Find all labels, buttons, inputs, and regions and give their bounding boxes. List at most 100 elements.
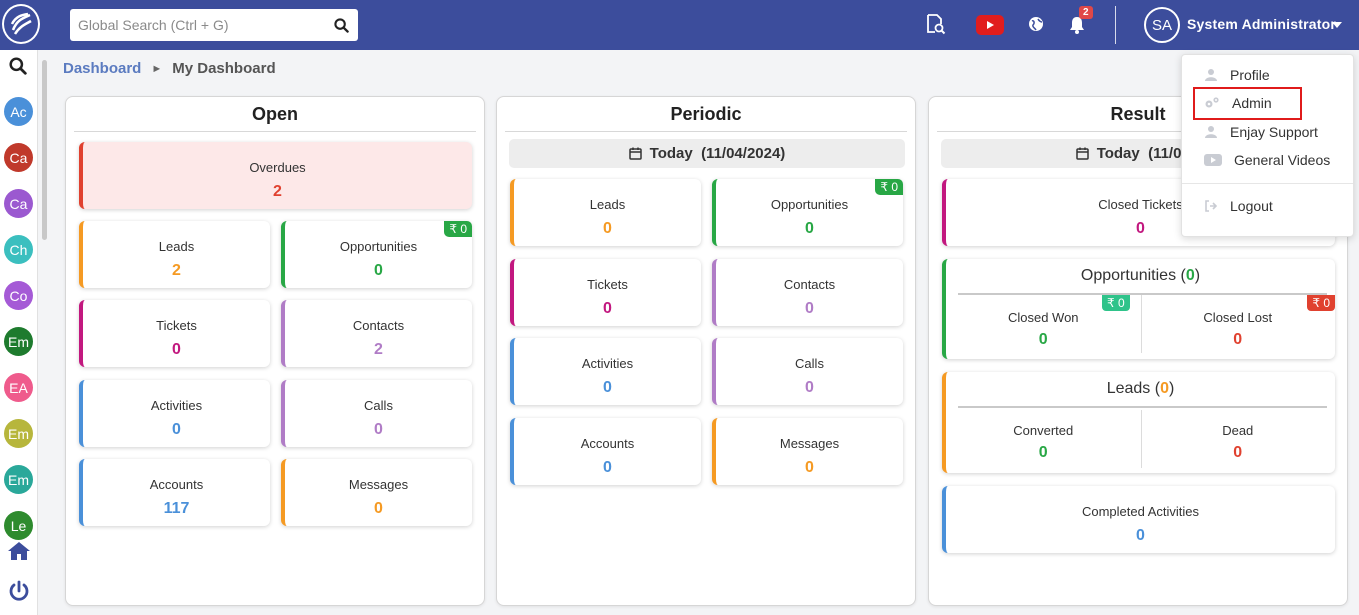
closed-won-label: Closed Won — [1007, 310, 1079, 325]
document-search-icon[interactable] — [925, 13, 947, 35]
youtube-icon[interactable] — [976, 15, 1004, 35]
open-panel: Open Overdues 2 Leads 2 ₹ 0 Opportunitie… — [65, 96, 485, 606]
completed-activities-card[interactable]: Completed Activities 0 — [942, 486, 1335, 553]
rail-module-avatar[interactable]: Ca — [4, 143, 33, 172]
user-menu-toggle[interactable]: System Administrator — [1187, 16, 1336, 32]
breadcrumb-current: My Dashboard — [172, 60, 276, 77]
periodic-tickets-label: Tickets — [587, 277, 628, 292]
open-accounts-value: 117 — [163, 500, 190, 517]
completed-activities-value: 0 — [1136, 527, 1145, 544]
periodic-date-filter[interactable]: Today (11/04/2024) — [509, 139, 905, 168]
result-leads-card[interactable]: Leads (0) Converted 0 Dead 0 — [942, 372, 1335, 473]
periodic-activities-value: 0 — [603, 379, 612, 396]
overdues-label: Overdues — [249, 160, 306, 175]
rail-module-avatar[interactable]: Em — [4, 465, 33, 494]
periodic-panel-title: Periodic — [670, 104, 742, 124]
bell-icon[interactable] — [1069, 16, 1085, 34]
rail-search-icon[interactable] — [9, 57, 27, 80]
column-divider — [1140, 295, 1142, 353]
calendar-icon — [628, 147, 642, 160]
admin-highlight-box — [1193, 87, 1302, 120]
global-search-input[interactable] — [78, 17, 332, 33]
periodic-leads-value: 0 — [603, 220, 612, 237]
open-activities-card[interactable]: Activities 0 — [79, 380, 270, 447]
rail-module-avatar[interactable]: EA — [4, 373, 33, 402]
panel-divider — [74, 131, 476, 132]
closed-tickets-label: Closed Tickets — [1098, 197, 1183, 212]
periodic-accounts-value: 0 — [603, 459, 612, 476]
periodic-accounts-label: Accounts — [580, 436, 635, 451]
closed-won-value: 0 — [1038, 331, 1048, 348]
menu-item-profile[interactable]: Profile — [1204, 67, 1270, 83]
search-icon[interactable] — [332, 16, 350, 34]
rail-module-avatar[interactable]: Ca — [4, 189, 33, 218]
periodic-contacts-value: 0 — [805, 300, 814, 317]
periodic-messages-label: Messages — [779, 436, 840, 451]
periodic-messages-value: 0 — [805, 459, 814, 476]
open-tickets-card[interactable]: Tickets 0 — [79, 300, 270, 367]
open-opportunities-amount-badge: ₹ 0 — [444, 221, 472, 237]
open-leads-card[interactable]: Leads 2 — [79, 221, 270, 288]
open-calls-label: Calls — [364, 398, 393, 413]
periodic-accounts-card[interactable]: Accounts 0 — [510, 418, 701, 485]
periodic-messages-card[interactable]: Messages 0 — [712, 418, 903, 485]
periodic-activities-card[interactable]: Activities 0 — [510, 338, 701, 405]
rail-module-avatar[interactable]: Em — [4, 327, 33, 356]
power-icon[interactable] — [8, 580, 30, 607]
menu-item-enjay-support[interactable]: Enjay Support — [1204, 124, 1318, 140]
app-logo-icon[interactable] — [2, 4, 40, 44]
open-leads-label: Leads — [158, 239, 195, 254]
closed-lost-column[interactable]: Closed Lost 0 — [1141, 310, 1336, 349]
video-icon — [1204, 154, 1222, 166]
menu-item-admin[interactable]: Admin — [1204, 95, 1272, 111]
open-contacts-card[interactable]: Contacts 2 — [281, 300, 472, 367]
periodic-contacts-card[interactable]: Contacts 0 — [712, 259, 903, 326]
rail-scrollbar[interactable] — [42, 60, 47, 240]
open-activities-label: Activities — [150, 398, 203, 413]
rail-module-avatar[interactable]: Co — [4, 281, 33, 310]
periodic-leads-label: Leads — [589, 197, 626, 212]
gears-icon — [1205, 97, 1219, 108]
closed-won-column[interactable]: Closed Won 0 — [946, 310, 1141, 349]
periodic-activities-label: Activities — [581, 356, 634, 371]
overdues-card[interactable]: Overdues 2 — [79, 142, 472, 209]
periodic-panel: Periodic Today (11/04/2024) Leads 0 ₹ 0 … — [496, 96, 916, 606]
menu-item-logout[interactable]: Logout — [1204, 198, 1273, 214]
menu-divider — [1182, 183, 1353, 184]
open-opportunities-card[interactable]: ₹ 0 Opportunities 0 — [281, 221, 472, 288]
breadcrumb: Dashboard ► My Dashboard — [63, 60, 276, 77]
calendar-icon — [1075, 147, 1089, 160]
periodic-leads-card[interactable]: Leads 0 — [510, 179, 701, 246]
open-calls-card[interactable]: Calls 0 — [281, 380, 472, 447]
open-messages-label: Messages — [348, 477, 409, 492]
open-accounts-card[interactable]: Accounts 117 — [79, 459, 270, 526]
result-leads-count: 0 — [1160, 380, 1169, 397]
breadcrumb-dashboard-link[interactable]: Dashboard — [63, 60, 142, 77]
menu-item-profile-label: Profile — [1230, 67, 1270, 83]
home-icon[interactable] — [7, 541, 31, 566]
closed-tickets-value: 0 — [1136, 220, 1145, 237]
open-messages-card[interactable]: Messages 0 — [281, 459, 472, 526]
panel-divider — [505, 131, 907, 132]
top-bar: 2 SA System Administrator — [0, 0, 1359, 50]
periodic-calls-card[interactable]: Calls 0 — [712, 338, 903, 405]
result-leads-title: Leads (0) — [1106, 380, 1175, 397]
converted-value: 0 — [1038, 444, 1048, 461]
user-icon — [1205, 69, 1217, 81]
converted-column[interactable]: Converted 0 — [946, 423, 1141, 462]
user-avatar[interactable]: SA — [1144, 7, 1180, 43]
rail-module-avatar[interactable]: Ac — [4, 97, 33, 126]
periodic-opportunities-card[interactable]: ₹ 0 Opportunities 0 — [712, 179, 903, 246]
rail-module-avatar[interactable]: Le — [4, 511, 33, 540]
rail-module-avatar[interactable]: Em — [4, 419, 33, 448]
periodic-tickets-card[interactable]: Tickets 0 — [510, 259, 701, 326]
result-opportunities-card[interactable]: Opportunities (0) ₹ 0 ₹ 0 Closed Won 0 C… — [942, 259, 1335, 359]
rail-module-avatar[interactable]: Ch — [4, 235, 33, 264]
dead-column[interactable]: Dead 0 — [1141, 423, 1336, 462]
open-calls-value: 0 — [374, 421, 383, 438]
closed-lost-value: 0 — [1233, 331, 1243, 348]
menu-item-general-videos[interactable]: General Videos — [1204, 152, 1330, 168]
globe-icon[interactable] — [1028, 16, 1044, 32]
chevron-down-icon[interactable] — [1332, 22, 1342, 28]
open-leads-value: 2 — [172, 262, 181, 279]
